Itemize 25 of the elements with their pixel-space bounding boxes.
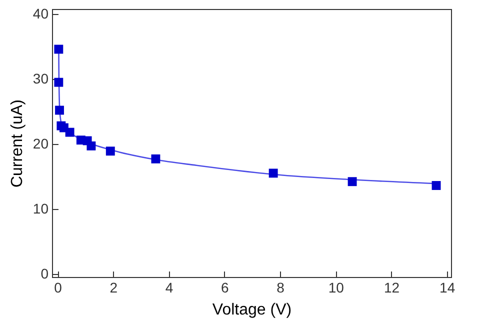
point	[54, 78, 64, 87]
y-tick-label: 30	[32, 70, 49, 87]
point	[54, 44, 64, 54]
x-axis-title: Voltage (V)	[212, 302, 292, 318]
x-tick-label: 8	[276, 280, 285, 296]
y-axis-title: Current (uA)	[8, 99, 26, 188]
point	[151, 154, 160, 164]
x-tick-label: 4	[165, 280, 174, 296]
y-tick-label: 10	[32, 200, 49, 216]
x-tick-label: 2	[110, 280, 118, 296]
y-tick-label: 20	[32, 135, 49, 152]
x-tick-label: 12	[384, 280, 400, 296]
point	[106, 146, 115, 156]
y-tick-label: 40	[32, 6, 49, 22]
x-tick-label: 6	[220, 280, 229, 296]
point	[65, 128, 74, 137]
point	[432, 181, 441, 190]
point	[348, 177, 357, 186]
point	[268, 168, 278, 178]
point	[55, 106, 64, 115]
x-tick-label: 0	[54, 280, 62, 296]
x-tick-label: 14	[440, 280, 456, 296]
point	[86, 141, 96, 150]
y-tick-label: 0	[40, 265, 49, 282]
x-tick-label: 10	[328, 280, 344, 296]
